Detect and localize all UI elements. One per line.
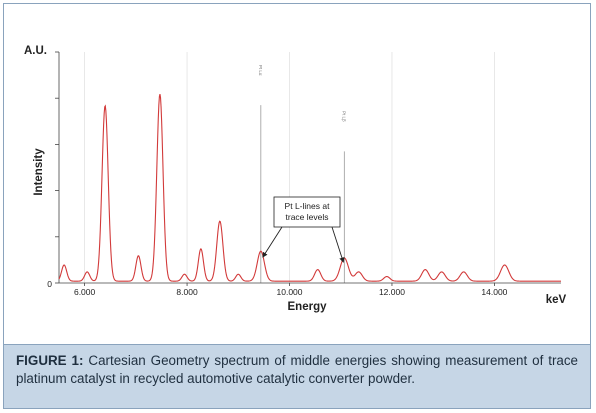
- annotation-box: [273, 196, 341, 228]
- peak-marker-label: Pt Lβ: [341, 111, 346, 122]
- y-unit-label: A.U.: [24, 45, 47, 57]
- spectrum-chart: Pt Lα Pt Lβ 0 6.000 8.000 10.000 12.000 14.000…: [24, 45, 567, 313]
- axis-ticks: 0 6.000 8.000 10.000 12.000 14.000: [47, 51, 508, 297]
- x-unit-label: keV: [546, 294, 567, 306]
- figure-panel: Pt Lα Pt Lβ 0 6.000 8.000 10.000 12.000 14.000…: [3, 3, 591, 409]
- x-tick-label: 8.000: [176, 287, 198, 297]
- x-tick-label: 12.000: [379, 287, 405, 297]
- figure-caption: FIGURE 1: Cartesian Geometry spectrum of…: [4, 344, 590, 408]
- spectrum-line: [58, 93, 561, 282]
- axes: [58, 52, 561, 284]
- y-tick-label: 0: [47, 279, 52, 289]
- annotation-text: trace levels: [286, 212, 329, 222]
- peak-marker-label: Pt Lα: [258, 65, 263, 76]
- x-tick-label: 6.000: [74, 287, 96, 297]
- annotation-arrow: [331, 226, 345, 263]
- x-axis-label: Energy: [288, 301, 328, 313]
- annotation-text: Pt L-lines at: [285, 201, 331, 211]
- annotation-arrow: [262, 226, 283, 258]
- caption-label: FIGURE 1:: [16, 353, 84, 368]
- y-axis-label: Intensity: [33, 148, 45, 196]
- peak-markers: Pt Lα Pt Lβ: [258, 65, 346, 283]
- x-tick-label: 10.000: [277, 287, 303, 297]
- x-tick-label: 14.000: [481, 287, 507, 297]
- caption-text: Cartesian Geometry spectrum of middle en…: [16, 353, 579, 386]
- gridlines: [84, 52, 495, 283]
